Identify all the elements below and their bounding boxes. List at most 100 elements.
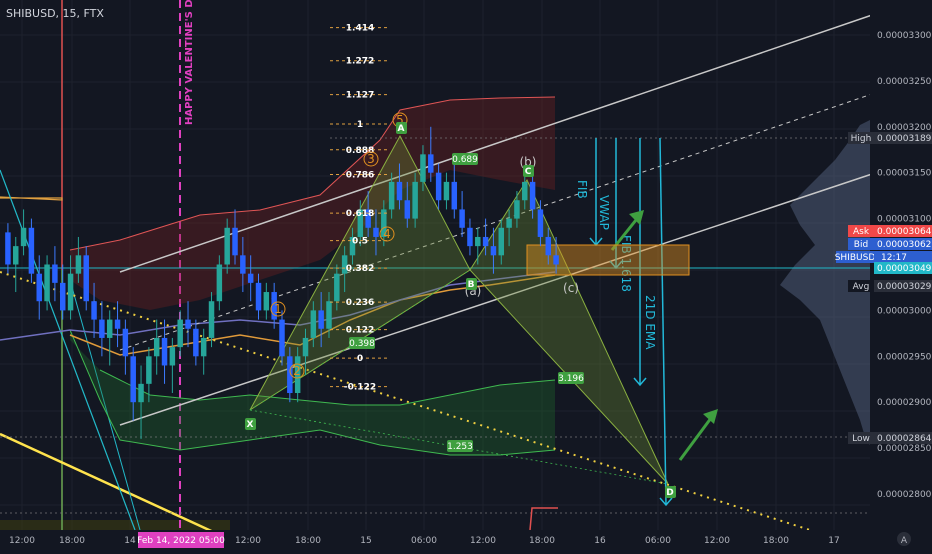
candle-body-26: [208, 301, 215, 338]
candle-body-57: [451, 181, 458, 210]
candle-body-3: [28, 227, 35, 274]
arrows: [589, 137, 673, 507]
ratio-1253: 1.253: [447, 442, 473, 452]
candle-body-60: [475, 236, 481, 247]
candle-body-49: [388, 181, 395, 210]
price-tick-10: 0.00002800: [877, 490, 932, 500]
candle-body-8: [67, 273, 74, 311]
candle-body-34: [271, 292, 277, 320]
point-x: X: [247, 420, 254, 430]
fib-level-label-3: 1: [357, 120, 363, 130]
candle-body-13: [106, 319, 113, 338]
point-d: D: [666, 488, 673, 498]
candle-body-61: [482, 236, 489, 247]
marker-bid-value: 0.00003062: [877, 240, 931, 250]
candle-body-53: [420, 154, 426, 182]
candle-body-9: [75, 255, 82, 274]
candle-body-64: [506, 218, 512, 228]
point-a: A: [398, 124, 405, 134]
time-tick-9: 16: [594, 536, 606, 546]
wave-label-4: 4: [383, 227, 391, 241]
marker-ask: Ask 0.00003064: [848, 225, 932, 237]
candle-body-55: [435, 172, 442, 201]
candle-body-43: [341, 255, 348, 274]
candle-body-35: [279, 319, 285, 357]
candle-body-46: [365, 209, 371, 228]
candle-body-23: [185, 319, 191, 329]
fib-level-label-7: 0.5: [352, 237, 368, 247]
candle-body-63: [498, 227, 505, 256]
candle-body-28: [224, 227, 230, 265]
time-axis: 12:00 18:00 14 12:00 18:00 15 06:00 12:00 18:00 1…: [0, 530, 932, 550]
time-tick-5: 15: [360, 536, 371, 546]
candle-body-39: [310, 310, 317, 338]
time-tick-2: 14: [124, 536, 136, 546]
candle-body-40: [318, 310, 324, 329]
fib-level-label-1: 1.272: [346, 57, 374, 67]
date-marker-text: Feb 14, 2022 05:00: [137, 536, 225, 546]
candle-body-22: [177, 319, 183, 348]
candle-body-62: [490, 246, 497, 256]
wave-label-3: 3: [367, 152, 375, 166]
time-tick-4: 18:00: [295, 536, 321, 546]
price-tick-7: 0.00002950: [877, 352, 932, 362]
candle-body-16: [130, 356, 136, 403]
marker-bid: Bid 0.00003062: [848, 238, 932, 250]
cyan-diagonal-1: [0, 169, 136, 531]
price-tick-6: 0.00003000: [877, 306, 932, 316]
candle-body-56: [443, 181, 450, 201]
price-tick-1: 0.00003250: [877, 77, 932, 87]
orange-zone: [526, 244, 690, 276]
candle-body-30: [240, 255, 246, 274]
time-tick-7: 12:00: [470, 536, 496, 546]
candle-body-6: [52, 264, 58, 283]
candle-body-68: [537, 209, 544, 237]
marker-last-countdown: 12:17: [881, 253, 907, 263]
marker-last-name: SHIBUSD: [835, 253, 876, 263]
fib-level-label-6: 0.618: [346, 209, 374, 219]
point-b: B: [468, 280, 475, 290]
price-tick-8: 0.00002900: [877, 398, 932, 408]
xd-line: [249, 409, 669, 485]
time-tick-8: 18:00: [529, 536, 555, 546]
candle-body-70: [553, 255, 559, 265]
marker-last-value: 0.00003049: [877, 264, 932, 274]
candle-body-18: [146, 356, 152, 384]
green-arrow-up-2: [678, 409, 718, 461]
marker-avg: Avg 0.00003029: [848, 280, 932, 292]
candle-body-50: [396, 181, 403, 201]
date-marker-badge: [138, 532, 224, 548]
candle-body-37: [294, 356, 301, 394]
lower-band-inner-line: [99, 369, 556, 406]
marker-low-name: Low: [852, 434, 870, 444]
fib-level-label-12: -0.122: [344, 383, 376, 393]
marker-high-name: High: [851, 134, 872, 144]
candle-body-67: [529, 181, 536, 210]
price-tick-9: 0.00002850: [877, 444, 932, 454]
marker-bid-name: Bid: [854, 240, 868, 250]
marker-last: SHIBUSD 12:17 0.00003049: [835, 251, 932, 274]
candle-body-44: [349, 236, 356, 256]
pattern-points: X A B C D: [245, 122, 676, 498]
fib-level-label-10: 0.122: [346, 326, 374, 336]
time-tick-0: 12:00: [9, 536, 35, 546]
time-tick-6: 06:00: [411, 536, 437, 546]
fib-level-label-9: 0.236: [346, 298, 374, 308]
candle-body-38: [302, 337, 309, 357]
candle-body-65: [514, 200, 520, 219]
fib-1618-label: FIB 1.618: [619, 235, 633, 292]
fib-level-label-5: 0.786: [346, 171, 374, 181]
wave-label-c: (c): [563, 281, 579, 295]
channel-mid: [119, 92, 876, 351]
yellow-trend-line: [0, 432, 221, 537]
candle-body-51: [404, 200, 411, 219]
candle-body-41: [326, 301, 332, 329]
price-tick-0: 0.00003300: [877, 31, 932, 41]
marker-ask-name: Ask: [853, 227, 870, 237]
candle-body-33: [263, 292, 270, 311]
candle-body-24: [193, 328, 199, 357]
candle-body-15: [122, 328, 129, 357]
candle-body-45: [357, 209, 364, 237]
marker-ask-value: 0.00003064: [877, 227, 932, 237]
marker-low: Low 0.00002864: [848, 432, 932, 444]
